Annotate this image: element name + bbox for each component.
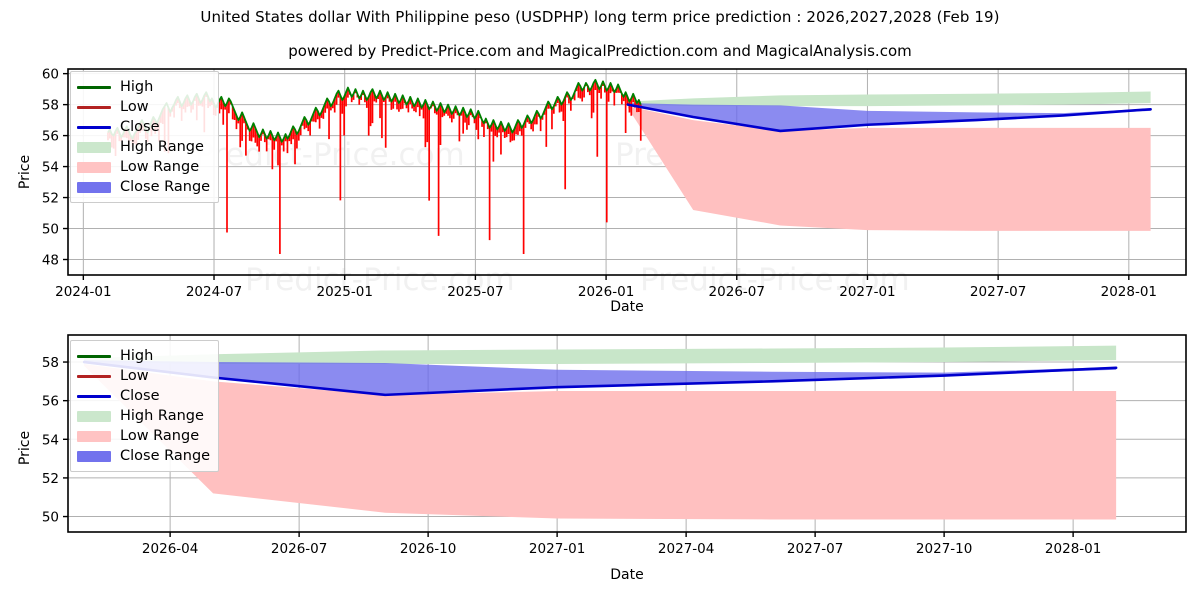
y-tick-label: 54	[42, 432, 59, 448]
legend-item-label: Low	[120, 368, 149, 384]
legend-line-swatch-icon	[77, 369, 111, 383]
x-tick-label: 2025-07	[447, 284, 503, 300]
main-chart-svg: Predict-Price.com Predict-Price.com Predic…	[42, 67, 1187, 300]
legend-patch-swatch-icon	[77, 140, 111, 154]
zoom-chart-svg: Predict-Price.comPredict-Price.com505254…	[42, 334, 1187, 557]
zoom-chart-y-axis-label: Price	[17, 430, 33, 466]
x-tick-label: 2027-01	[839, 284, 895, 300]
y-tick-label: 58	[42, 355, 59, 371]
x-tick-label: 2026-07	[271, 541, 327, 557]
page-title: United States dollar With Philippine pes…	[200, 8, 1000, 26]
low-range-band	[84, 363, 1117, 520]
x-tick-label: 2027-07	[787, 541, 843, 557]
watermark-text: Predict-Price.com	[195, 137, 465, 173]
page-subtitle: powered by Predict-Price.com and Magical…	[288, 42, 912, 60]
x-tick-label: 2027-07	[970, 284, 1026, 300]
close-range-band	[84, 360, 1117, 395]
x-tick-label: 2028-01	[1045, 541, 1101, 557]
close-range-band	[627, 103, 1151, 131]
plot-frame	[67, 68, 1187, 276]
x-tick-label: 2026-10	[400, 541, 456, 557]
watermark-text: Predict-Price.com	[245, 262, 515, 298]
legend-patch-swatch-icon	[77, 180, 111, 194]
y-tick-label: 58	[42, 98, 59, 114]
legend-item-close[interactable]: Close	[77, 117, 210, 137]
y-tick-label: 48	[42, 253, 59, 269]
y-tick-label: 52	[42, 471, 59, 487]
y-tick-label: 60	[42, 67, 59, 83]
legend-item-close-range[interactable]: Close Range	[77, 177, 210, 197]
legend-line-swatch-icon	[77, 389, 111, 403]
x-tick-label: 2026-01	[578, 284, 634, 300]
legend-item-low[interactable]: Low	[77, 366, 210, 386]
y-tick-label: 50	[42, 510, 59, 526]
legend-item-label: High Range	[120, 139, 204, 155]
x-tick-label: 2024-07	[186, 284, 242, 300]
y-tick-label: 54	[42, 160, 59, 176]
legend-item-close-range[interactable]: Close Range	[77, 446, 210, 466]
plot-frame	[67, 334, 1187, 533]
legend-item-low-range[interactable]: Low Range	[77, 426, 210, 446]
plot-data	[82, 345, 1118, 520]
main-chart-panel: Predict-Price.com Predict-Price.com Predic…	[42, 67, 1187, 300]
main-chart-y-axis-label: Price	[17, 154, 33, 190]
legend-patch-swatch-icon	[77, 429, 111, 443]
legend-item-high-range[interactable]: High Range	[77, 406, 210, 426]
legend-item-label: High	[120, 79, 154, 95]
legend-item-label: Close	[120, 119, 160, 135]
y-tick-label: 56	[42, 394, 59, 410]
legend-item-label: High Range	[120, 408, 204, 424]
y-tick-label: 50	[42, 222, 59, 238]
x-tick-label: 2027-01	[529, 541, 585, 557]
low-range-band	[627, 106, 1151, 231]
legend-item-low-range[interactable]: Low Range	[77, 157, 210, 177]
x-tick-label: 2026-04	[142, 541, 198, 557]
x-tick-label: 2027-10	[916, 541, 972, 557]
legend-patch-swatch-icon	[77, 449, 111, 463]
legend-item-label: Low Range	[120, 159, 200, 175]
zoom-chart-panel: Predict-Price.comPredict-Price.com505254…	[0, 320, 1200, 600]
x-tick-label: 2025-01	[317, 284, 373, 300]
x-tick-label: 2027-04	[658, 541, 714, 557]
legend-item-label: Close Range	[120, 179, 211, 195]
x-tick-label: 2026-07	[709, 284, 765, 300]
legend-item-label: Close Range	[120, 448, 211, 464]
legend-item-high[interactable]: High	[77, 77, 210, 97]
legend-item-high[interactable]: High	[77, 346, 210, 366]
zoom-chart-x-axis-label: Date	[610, 567, 644, 583]
legend-item-label: Low Range	[120, 428, 200, 444]
high-range-band	[627, 91, 1151, 107]
legend-item-label: Low	[120, 99, 149, 115]
high-range-band	[84, 345, 1117, 364]
y-tick-label: 52	[42, 191, 59, 207]
y-tick-label: 56	[42, 129, 59, 145]
legend-line-swatch-icon	[77, 100, 111, 114]
x-tick-label: 2028-01	[1101, 284, 1157, 300]
zoom-chart-legend: High Low Close High Range Low Range Close Ran…	[70, 340, 220, 472]
legend-patch-swatch-icon	[77, 160, 111, 174]
legend-item-close[interactable]: Close	[77, 386, 210, 406]
legend-patch-swatch-icon	[77, 409, 111, 423]
axis-ticks: 50 52 54 56 58 2026-04 2026-07 2026-10 2027-01 20…	[42, 355, 1102, 557]
legend-item-low[interactable]: Low	[77, 97, 210, 117]
main-chart-x-axis-label: Date	[610, 299, 644, 315]
legend-line-swatch-icon	[77, 349, 111, 363]
legend-item-label: High	[120, 348, 154, 364]
watermark-text: Predict-Price.com	[640, 262, 910, 298]
main-chart-legend: High Low Close High Range Low Range Close Ran…	[70, 71, 220, 203]
legend-item-high-range[interactable]: High Range	[77, 137, 210, 157]
axis-ticks: 48 50 52 54 56 58 60 2024-01 2024-07 2025-01 2025-…	[42, 67, 1157, 300]
legend-item-label: Close	[120, 388, 160, 404]
x-tick-label: 2024-01	[55, 284, 111, 300]
legend-line-swatch-icon	[77, 120, 111, 134]
legend-line-swatch-icon	[77, 80, 111, 94]
close-prediction-line	[626, 103, 1152, 133]
